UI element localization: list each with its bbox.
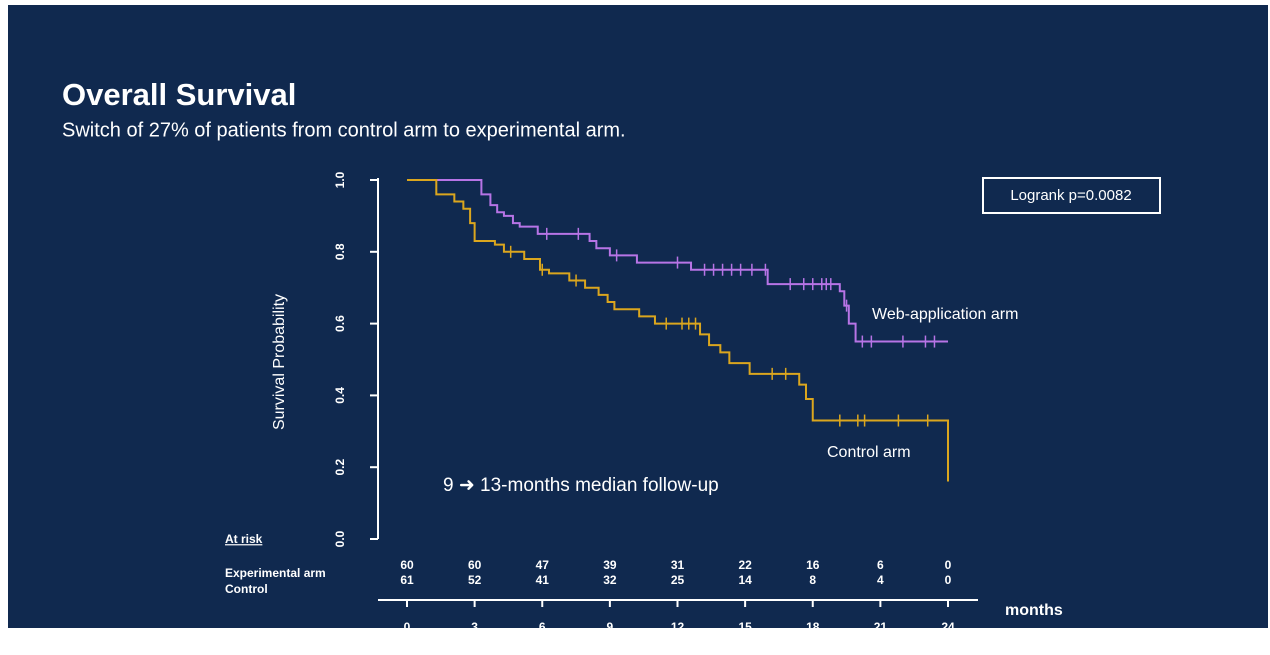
x-tick-label: 0 <box>404 620 411 634</box>
y-axis-label: Survival Probability <box>271 294 288 430</box>
risk-count: 16 <box>806 558 820 572</box>
survival-curve <box>407 179 948 343</box>
series-label: Web-application arm <box>872 306 1018 323</box>
y-tick-label: 0.4 <box>333 387 347 404</box>
risk-count: 60 <box>400 558 414 572</box>
risk-count: 32 <box>603 573 617 587</box>
risk-count: 61 <box>400 573 414 587</box>
risk-count: 14 <box>738 573 752 587</box>
stat-box <box>982 177 1161 214</box>
y-tick-label: 0.0 <box>333 530 347 547</box>
risk-row-label: Experimental arm <box>225 566 326 580</box>
subtitle: Switch of 27% of patients from control a… <box>62 119 626 141</box>
risk-count: 0 <box>945 573 952 587</box>
risk-count: 52 <box>468 573 482 587</box>
risk-count: 8 <box>809 573 816 587</box>
y-tick-label: 0.8 <box>333 243 347 260</box>
x-tick-label: 9 <box>607 620 614 634</box>
x-tick-label: 21 <box>874 620 888 634</box>
risk-row-label: Control <box>225 582 268 596</box>
x-tick-label: 12 <box>671 620 685 634</box>
series-label: Control arm <box>827 444 911 461</box>
y-tick-label: 0.6 <box>333 315 347 332</box>
risk-count: 41 <box>536 573 550 587</box>
annotation: 9 ➜ 13-months median follow-up <box>443 475 719 496</box>
risk-count: 22 <box>738 558 752 572</box>
risk-title: At risk <box>225 532 263 546</box>
x-axis-label: months <box>1005 602 1063 619</box>
stat-text: Logrank p=0.0082 <box>1010 187 1131 204</box>
risk-count: 25 <box>671 573 685 587</box>
title: Overall Survival <box>62 77 296 112</box>
x-tick-label: 3 <box>471 620 478 634</box>
y-tick-label: 1.0 <box>333 171 347 188</box>
x-tick-label: 15 <box>738 620 752 634</box>
x-tick-label: 6 <box>539 620 546 634</box>
risk-count: 60 <box>468 558 482 572</box>
x-tick-label: 24 <box>941 620 955 634</box>
x-tick-label: 18 <box>806 620 820 634</box>
risk-count: 4 <box>877 573 884 587</box>
risk-count: 0 <box>945 558 952 572</box>
survival-curve <box>407 179 949 482</box>
risk-count: 39 <box>603 558 617 572</box>
slide-background <box>8 5 1268 628</box>
risk-count: 6 <box>877 558 884 572</box>
risk-count: 47 <box>536 558 550 572</box>
y-tick-label: 0.2 <box>333 459 347 476</box>
risk-count: 31 <box>671 558 685 572</box>
